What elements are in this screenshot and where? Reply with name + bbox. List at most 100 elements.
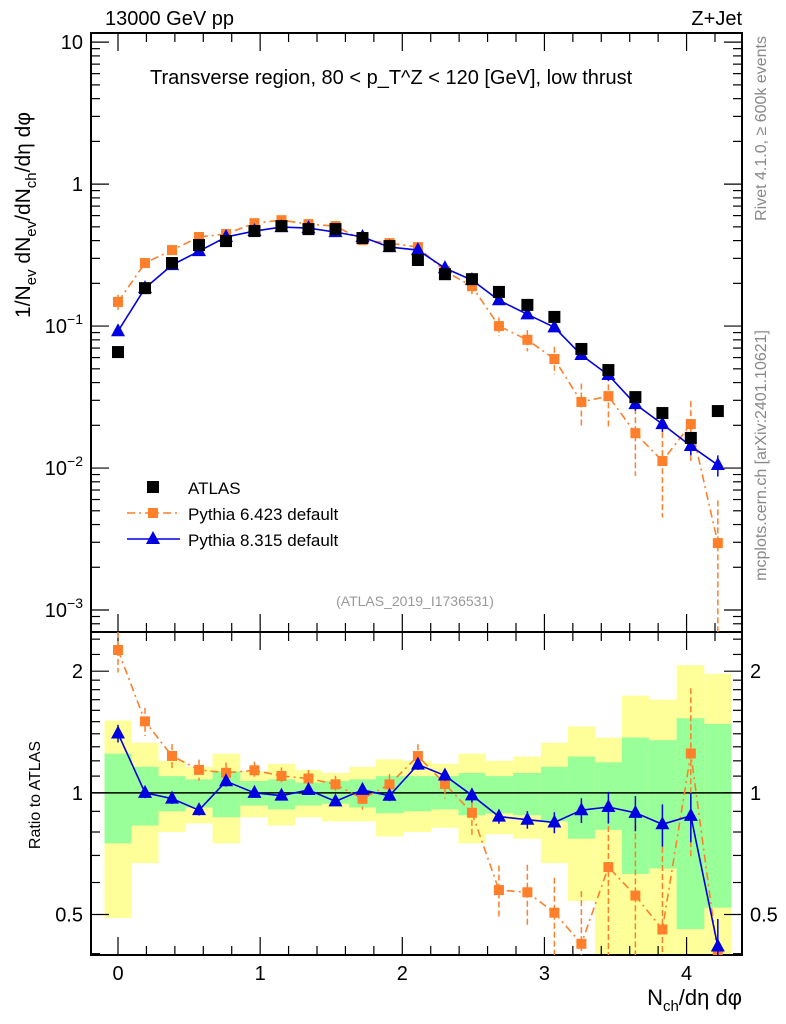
rivet-version-label: Rivet 4.1.0, ≥ 600k events: [753, 36, 770, 221]
pythia6-ratio-point: [685, 748, 696, 759]
pythia6-point: [113, 296, 124, 307]
main-series: [111, 215, 725, 632]
ratio-y-tick-label-left: 1: [72, 783, 83, 805]
pythia8-ratio-point: [601, 799, 616, 813]
pythia8-ratio-point: [301, 781, 316, 795]
x-tick-label: 4: [681, 963, 692, 985]
atlas-data-point: [656, 407, 669, 420]
atlas-data-point: [275, 220, 288, 233]
pythia8-ratio-point: [328, 793, 343, 807]
pythia8-ratio-point: [382, 787, 397, 801]
pythia6-ratio-point: [576, 938, 587, 949]
x-axis-label: Nch/dη dφ: [647, 985, 742, 1015]
pythia8-ratio-point: [464, 787, 479, 801]
ratio-bands: [104, 665, 732, 955]
pythia6-point: [493, 321, 504, 332]
pythia6-point: [630, 428, 641, 439]
atlas-data-point: [302, 223, 315, 236]
analysis-id-watermark: (ATLAS_2019_I1736531): [336, 593, 494, 609]
pythia6-ratio-point: [303, 773, 314, 784]
atlas-data-point: [383, 240, 396, 253]
atlas-data-point: [575, 342, 588, 355]
plot-title: Transverse region, 80 < p_T^Z < 120 [GeV…: [150, 67, 633, 89]
pythia6-point: [194, 232, 205, 243]
pythia8-point: [710, 457, 725, 471]
pythia8-ratio-point: [491, 808, 506, 822]
pythia6-point: [549, 354, 560, 365]
y-tick-label: 10−2: [45, 453, 83, 480]
atlas-data-point: [112, 346, 125, 359]
pythia8-ratio-point: [219, 773, 234, 787]
pythia8-ratio-point: [628, 804, 643, 818]
legend-marker: [148, 508, 158, 518]
ratio-series: [111, 632, 725, 955]
ratio-y-axis-label: Ratio to ATLAS: [27, 741, 44, 849]
x-tick-label: 1: [255, 963, 266, 985]
pythia8-ratio-point: [520, 811, 535, 825]
pythia6-ratio-point: [412, 751, 423, 762]
band-inner-bin: [513, 772, 541, 816]
mcplots-source-label: mcplots.cern.ch [arXiv:2401.10621]: [753, 330, 770, 581]
legend-marker: [147, 481, 159, 493]
x-tick-label: 3: [539, 963, 550, 985]
ratio-y-tick-label-right: 1: [750, 783, 761, 805]
ratio-y-tick-label-left: 0.5: [55, 905, 83, 927]
pythia8-point: [491, 292, 506, 306]
pythia8-ratio-point: [138, 784, 153, 798]
pythia6-ratio-point: [657, 924, 668, 935]
main-y-axis-label: 1/Nev dNev/dNch/dη dφ: [12, 112, 40, 318]
atlas-data-point: [356, 232, 369, 245]
atlas-data-point: [166, 257, 179, 270]
pythia8-ratio-point: [710, 938, 725, 952]
pythia8-ratio-point: [410, 756, 425, 770]
pythia6-line: [117, 219, 719, 544]
legend-label: Pythia 8.315 default: [188, 531, 339, 550]
atlas-data-point: [711, 405, 724, 418]
collision-energy-label: 13000 GeV pp: [105, 8, 234, 30]
pythia6-ratio-point: [276, 770, 287, 781]
atlas-data-point: [629, 391, 642, 404]
atlas-data-point: [548, 310, 561, 323]
ratio-y-tick-label-right: 0.5: [750, 905, 778, 927]
pythia6-ratio-point: [221, 767, 232, 778]
pythia6-ratio-point: [249, 765, 260, 776]
pythia8-point: [111, 323, 126, 337]
pythia8-ratio-point: [437, 767, 452, 781]
pythia8-ratio-point: [355, 781, 370, 795]
band-inner-bin: [485, 776, 514, 814]
pythia6-ratio-point: [357, 793, 368, 804]
legend-marker: [146, 531, 160, 544]
pythia8-ratio-point: [547, 814, 562, 828]
pythia6-point: [657, 456, 668, 467]
atlas-data-point: [193, 239, 206, 252]
pythia8-point: [410, 242, 425, 256]
pythia6-ratio-point: [167, 750, 178, 761]
pythia6-ratio-point: [549, 907, 560, 918]
band-inner-bin: [104, 753, 132, 844]
atlas-data-point: [411, 254, 424, 267]
x-tick-label: 2: [397, 963, 408, 985]
atlas-data-point: [465, 273, 478, 286]
y-tick-label: 10: [61, 32, 83, 54]
pythia8-ratio-point: [574, 802, 589, 816]
pythia6-point: [576, 396, 587, 407]
atlas-data-point: [248, 225, 261, 238]
legend-label: ATLAS: [188, 479, 241, 498]
atlas-data-point: [220, 235, 233, 248]
pythia6-point: [603, 391, 614, 402]
atlas-data-point: [602, 364, 615, 377]
band-inner-bin: [403, 776, 432, 812]
atlas-data-point: [684, 431, 697, 444]
band-inner-bin: [704, 724, 732, 908]
pythia6-ratio-point: [522, 887, 533, 898]
pythia6-ratio-point: [384, 779, 395, 790]
atlas-data-point: [329, 223, 342, 236]
pythia6-ratio-point: [493, 885, 504, 896]
pythia8-ratio-point: [655, 816, 670, 830]
pythia8-ratio-point: [192, 802, 207, 816]
y-tick-label: 10−3: [45, 595, 83, 622]
pythia6-point: [466, 281, 477, 292]
pythia6-ratio-point: [330, 779, 341, 790]
pythia6-ratio-point: [466, 807, 477, 818]
